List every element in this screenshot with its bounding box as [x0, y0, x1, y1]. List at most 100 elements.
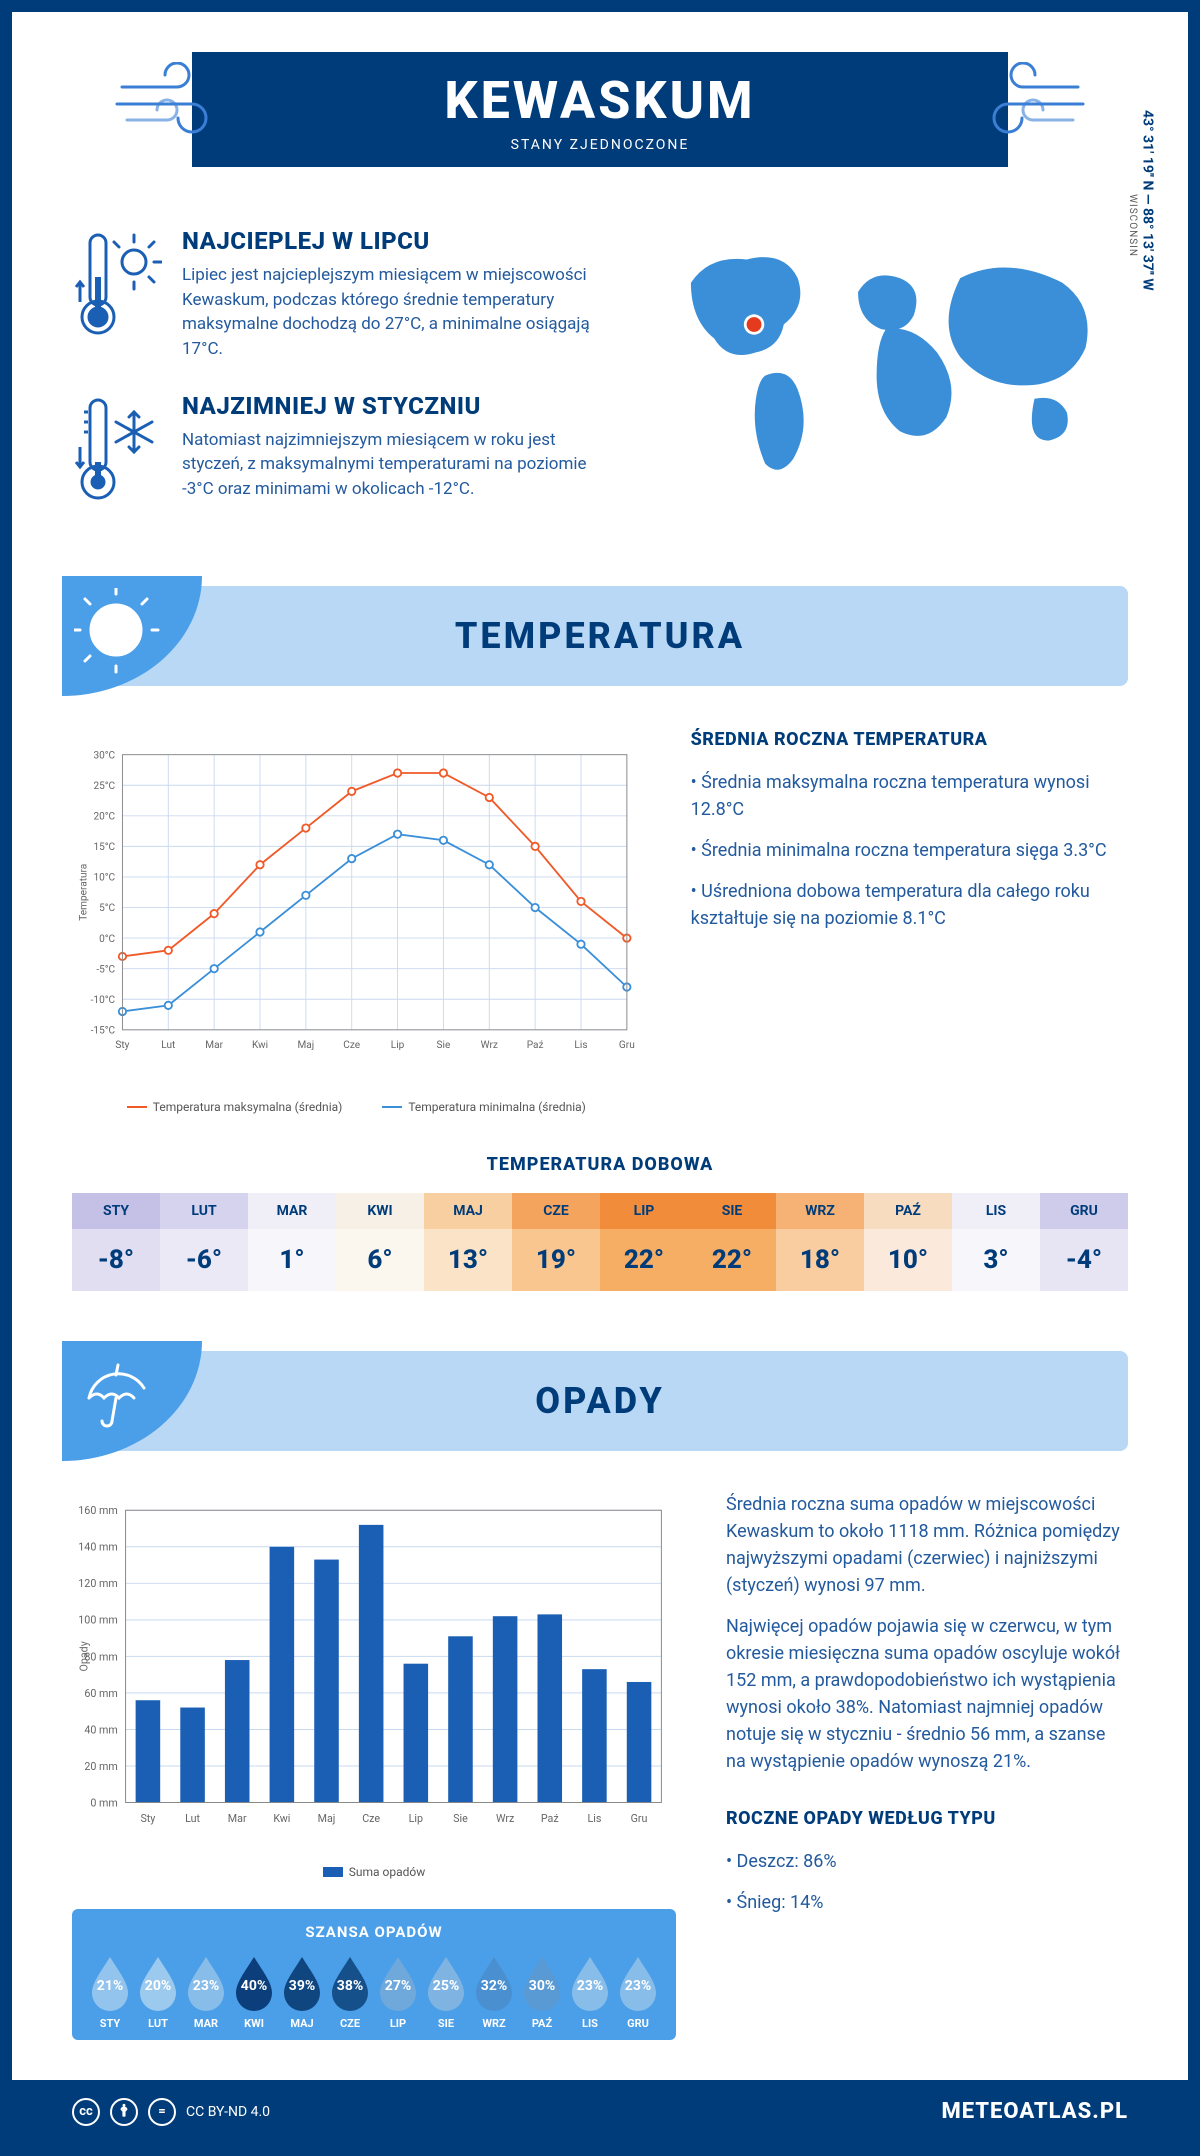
daily-temp-cell: LUT-6° [160, 1193, 248, 1291]
chance-drops: 21%STY20%LUT23%MAR40%KWI39%MAJ38%CZE27%L… [86, 1953, 662, 2030]
daily-temp-table: STY-8°LUT-6°MAR1°KWI6°MAJ13°CZE19°LIP22°… [72, 1193, 1128, 1291]
svg-text:-5°C: -5°C [96, 964, 115, 975]
svg-text:Lip: Lip [409, 1812, 423, 1825]
legend-max: Temperatura maksymalna (średnia) [153, 1100, 343, 1114]
svg-text:Lip: Lip [391, 1040, 405, 1051]
header: KEWASKUM STANY ZJEDNOCZONE [72, 12, 1128, 197]
chance-drop: 25%SIE [422, 1953, 470, 2030]
wind-deco-icon [112, 62, 232, 146]
svg-text:Lut: Lut [161, 1040, 175, 1051]
svg-text:120 mm: 120 mm [78, 1577, 117, 1590]
svg-text:60 mm: 60 mm [84, 1686, 117, 1699]
svg-text:Sie: Sie [437, 1040, 451, 1051]
precip-legend: Suma opadów [72, 1865, 676, 1879]
svg-text:0 mm: 0 mm [90, 1796, 117, 1809]
daily-temp-cell: WRZ18° [776, 1193, 864, 1291]
precip-text-2: Najwięcej opadów pojawia się w czerwcu, … [726, 1613, 1128, 1775]
chance-drop: 39%MAJ [278, 1953, 326, 2030]
svg-text:20 mm: 20 mm [84, 1759, 117, 1772]
daily-temp-heading: TEMPERATURA DOBOWA [72, 1154, 1128, 1175]
temp-stats-heading: ŚREDNIA ROCZNA TEMPERATURA [691, 726, 1128, 753]
svg-text:25°C: 25°C [93, 780, 115, 791]
precip-text-1: Średnia roczna suma opadów w miejscowośc… [726, 1491, 1128, 1599]
svg-text:Opady: Opady [78, 1641, 91, 1671]
chance-drop: 23%LIS [566, 1953, 614, 2030]
svg-text:Mar: Mar [205, 1040, 223, 1051]
svg-text:Kwi: Kwi [273, 1812, 290, 1825]
temp-stat-3: • Uśredniona dobowa temperatura dla całe… [691, 878, 1128, 932]
temp-legend: Temperatura maksymalna (średnia) Tempera… [72, 1100, 641, 1114]
daily-temp-cell: CZE19° [512, 1193, 600, 1291]
svg-text:Cze: Cze [362, 1812, 380, 1825]
chance-drop: 32%WRZ [470, 1953, 518, 2030]
chance-drop: 27%LIP [374, 1953, 422, 2030]
svg-text:Sie: Sie [453, 1812, 468, 1825]
chance-drop: 20%LUT [134, 1953, 182, 2030]
svg-text:Lis: Lis [587, 1812, 601, 1825]
daily-temp-cell: LIS3° [952, 1193, 1040, 1291]
precip-type-1: • Deszcz: 86% [726, 1848, 1128, 1875]
chance-drop: 23%GRU [614, 1953, 662, 2030]
chance-heading: SZANSA OPADÓW [86, 1923, 662, 1941]
fact-hot-text: Lipiec jest najcieplejszym miesiącem w m… [182, 263, 604, 362]
svg-text:-10°C: -10°C [91, 994, 116, 1005]
chance-drop: 23%MAR [182, 1953, 230, 2030]
section-header-temperature: TEMPERATURA [72, 586, 1128, 686]
section-title: OPADY [535, 1380, 665, 1422]
sun-icon [62, 576, 202, 696]
svg-text:Maj: Maj [318, 1812, 336, 1825]
chance-drop: 40%KWI [230, 1953, 278, 2030]
thermometer-cold-icon [72, 392, 162, 506]
svg-text:0°C: 0°C [99, 933, 115, 944]
title-band: KEWASKUM STANY ZJEDNOCZONE [192, 52, 1008, 167]
svg-text:Temperatura: Temperatura [79, 863, 90, 920]
svg-text:Paź: Paź [541, 1812, 559, 1825]
svg-text:-15°C: -15°C [91, 1025, 116, 1036]
svg-text:Gru: Gru [619, 1040, 635, 1051]
precip-chance-panel: SZANSA OPADÓW 21%STY20%LUT23%MAR40%KWI39… [72, 1909, 676, 2040]
svg-text:15°C: 15°C [93, 842, 115, 853]
umbrella-icon [62, 1341, 202, 1461]
svg-text:140 mm: 140 mm [78, 1540, 117, 1553]
city-title: KEWASKUM [192, 70, 1008, 131]
footer: cc 🛉 = CC BY-ND 4.0 METEOATLAS.PL [12, 2080, 1188, 2144]
coordinates: 43° 31' 19'' N — 88° 13' 37'' W [1140, 110, 1156, 291]
chance-drop: 30%PAŹ [518, 1953, 566, 2030]
fact-coldest: NAJZIMNIEJ W STYCZNIU Natomiast najzimni… [72, 392, 604, 506]
svg-text:Wrz: Wrz [496, 1812, 514, 1825]
svg-text:Sty: Sty [115, 1040, 129, 1051]
temperature-line-chart: -15°C-10°C-5°C0°C5°C10°C15°C20°C25°C30°C… [72, 726, 641, 1086]
wind-deco-icon [968, 62, 1088, 146]
svg-text:Kwi: Kwi [252, 1040, 268, 1051]
svg-text:Lis: Lis [574, 1040, 587, 1051]
site-name: METEOATLAS.PL [941, 2099, 1128, 2124]
license-text: CC BY-ND 4.0 [186, 2104, 270, 2120]
svg-text:Cze: Cze [343, 1040, 360, 1051]
daily-temp-cell: STY-8° [72, 1193, 160, 1291]
svg-text:Paź: Paź [527, 1040, 544, 1051]
cc-icon: cc [72, 2098, 100, 2126]
svg-text:100 mm: 100 mm [78, 1613, 117, 1626]
fact-cold-title: NAJZIMNIEJ W STYCZNIU [182, 392, 604, 420]
temp-stat-2: • Średnia minimalna roczna temperatura s… [691, 837, 1128, 864]
chance-drop: 21%STY [86, 1953, 134, 2030]
world-map: WISCONSIN 43° 31' 19'' N — 88° 13' 37'' … [644, 227, 1128, 536]
by-icon: 🛉 [110, 2098, 138, 2126]
precipitation-bar-chart: 0 mm20 mm40 mm60 mm80 mm100 mm120 mm140 … [72, 1491, 676, 1851]
svg-text:Gru: Gru [631, 1812, 648, 1825]
country-subtitle: STANY ZJEDNOCZONE [192, 137, 1008, 153]
license: cc 🛉 = CC BY-ND 4.0 [72, 2098, 270, 2126]
daily-temp-cell: KWI6° [336, 1193, 424, 1291]
daily-temp-cell: LIP22° [600, 1193, 688, 1291]
svg-text:Maj: Maj [298, 1040, 315, 1051]
fact-cold-text: Natomiast najzimniejszym miesiącem w rok… [182, 428, 604, 502]
svg-text:Mar: Mar [228, 1812, 247, 1825]
svg-text:160 mm: 160 mm [78, 1504, 117, 1517]
svg-text:30°C: 30°C [93, 750, 115, 761]
fact-hot-title: NAJCIEPLEJ W LIPCU [182, 227, 604, 255]
svg-text:Sty: Sty [140, 1812, 155, 1825]
legend-precip: Suma opadów [349, 1865, 426, 1879]
section-header-precip: OPADY [72, 1351, 1128, 1451]
precip-type-heading: ROCZNE OPADY WEDŁUG TYPU [726, 1805, 1128, 1832]
daily-temp-cell: MAJ13° [424, 1193, 512, 1291]
